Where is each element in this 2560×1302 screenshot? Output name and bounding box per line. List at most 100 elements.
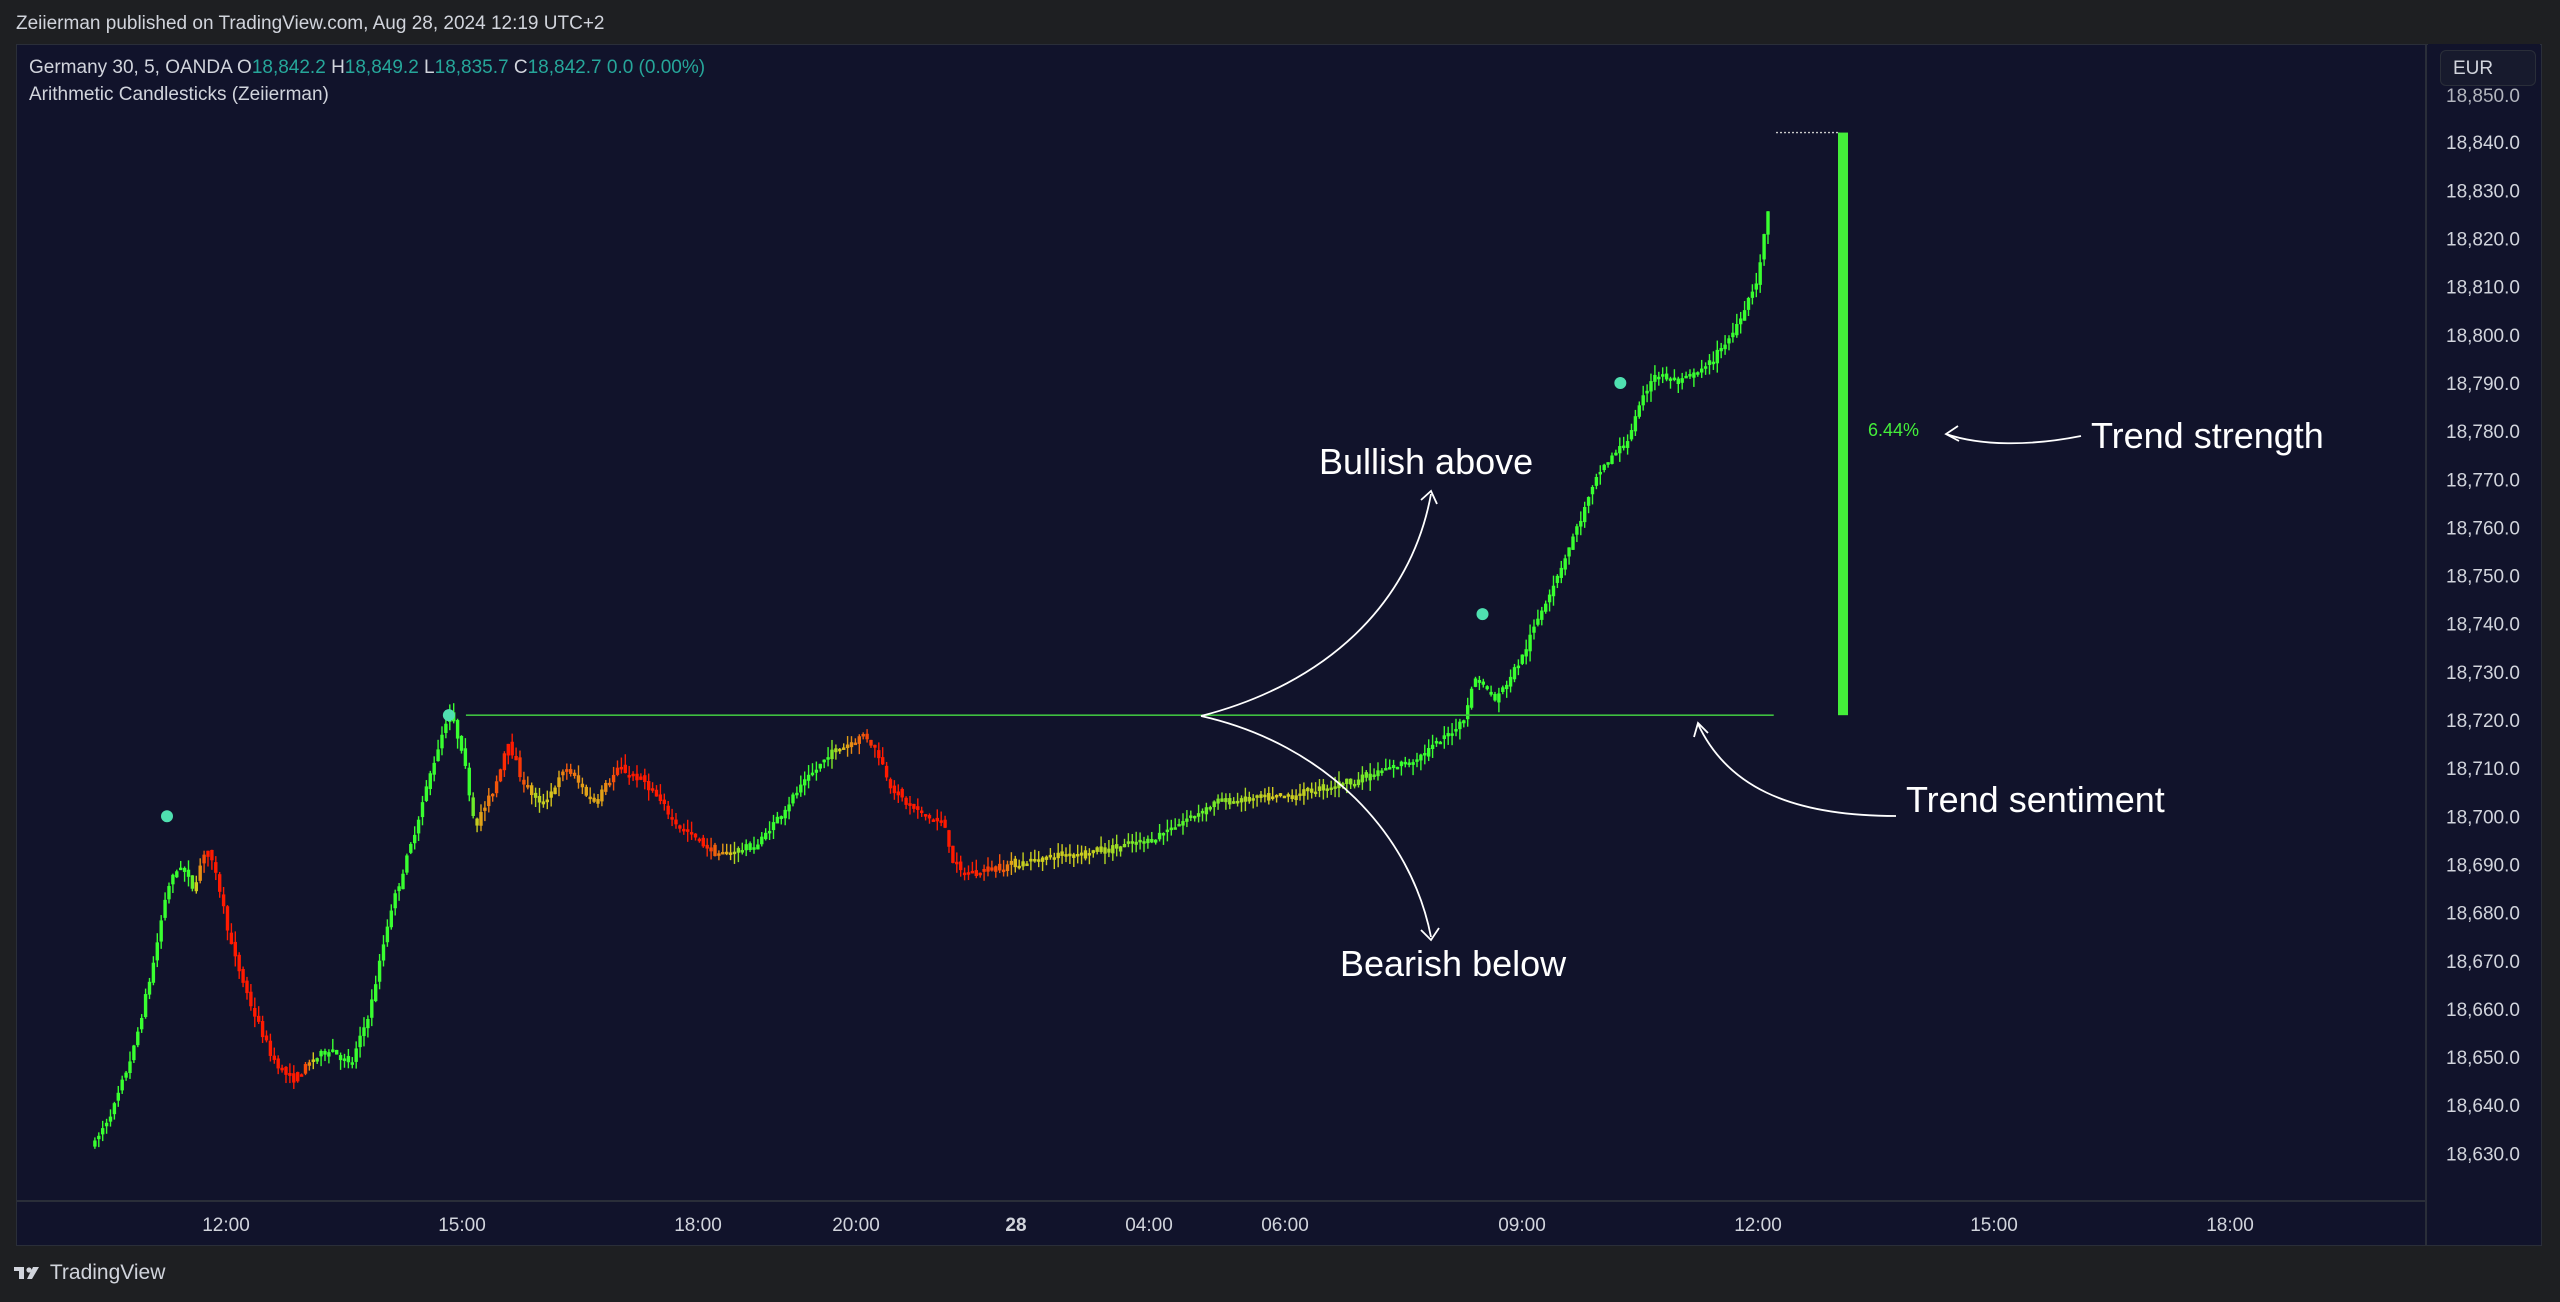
candle-body bbox=[537, 795, 542, 803]
candle-body bbox=[1364, 772, 1368, 778]
candle-body bbox=[549, 791, 553, 798]
candle-body bbox=[728, 852, 733, 855]
candle-body bbox=[1469, 688, 1474, 708]
candle-body bbox=[229, 932, 234, 945]
candle-body bbox=[167, 886, 171, 900]
candle-body bbox=[155, 942, 159, 961]
trend-strength-bar bbox=[1838, 132, 1848, 716]
candle-body bbox=[1107, 848, 1111, 853]
candle-body bbox=[818, 763, 822, 769]
price-tick-label: 18,720.0 bbox=[2446, 711, 2520, 732]
candle-body bbox=[1703, 366, 1708, 369]
candle-body bbox=[323, 1050, 327, 1055]
candle-body bbox=[147, 981, 152, 995]
candle-body bbox=[565, 769, 569, 772]
candle-body bbox=[307, 1062, 312, 1066]
candle-body bbox=[253, 1007, 257, 1017]
candle-body bbox=[1282, 795, 1287, 799]
candle-body bbox=[588, 796, 592, 800]
close-label: C bbox=[513, 57, 528, 78]
candle-body bbox=[674, 819, 678, 825]
candle-body bbox=[1567, 547, 1571, 557]
candle-body bbox=[1099, 846, 1103, 853]
candle-body bbox=[724, 851, 729, 855]
candle-body bbox=[1380, 770, 1384, 774]
candle-body bbox=[1298, 793, 1302, 797]
price-tick-label: 18,840.0 bbox=[2446, 133, 2520, 154]
footer bbox=[0, 1246, 2560, 1302]
candle-body bbox=[970, 870, 975, 874]
candle-body bbox=[100, 1128, 105, 1135]
candle-body bbox=[1192, 815, 1197, 819]
candle-body bbox=[1079, 852, 1084, 856]
candle-body bbox=[1185, 818, 1189, 822]
candle-body bbox=[1680, 378, 1684, 383]
candle-body bbox=[405, 855, 409, 873]
candle-body bbox=[1348, 778, 1353, 785]
candle-body bbox=[592, 797, 596, 802]
candle-body bbox=[1688, 374, 1692, 377]
candle-body bbox=[163, 899, 167, 918]
currency-button[interactable]: EUR bbox=[2440, 50, 2536, 86]
candle-body bbox=[853, 742, 858, 746]
candle-body bbox=[1395, 766, 1400, 770]
candle-body bbox=[685, 829, 690, 832]
candle-body bbox=[1173, 827, 1177, 830]
candle-body bbox=[459, 735, 464, 751]
candle-body bbox=[498, 769, 503, 782]
candle-body bbox=[1044, 856, 1049, 860]
candle-body bbox=[159, 920, 163, 942]
candle-body bbox=[128, 1061, 132, 1074]
indicator-legend[interactable]: Arithmetic Candlesticks (Zeiierman) bbox=[29, 84, 329, 105]
candle-body bbox=[420, 802, 425, 818]
annotations-layer: Bullish above Bearish below Trend strength… bbox=[1200, 415, 2324, 984]
candle-body bbox=[802, 779, 807, 786]
candle-body bbox=[373, 984, 378, 1002]
candle-body bbox=[713, 844, 717, 857]
candle-body bbox=[857, 736, 861, 744]
candle-body bbox=[182, 867, 187, 872]
candle-body bbox=[951, 845, 955, 863]
candle-body bbox=[1473, 678, 1478, 687]
candle-body bbox=[1075, 853, 1080, 857]
candle-body bbox=[1512, 667, 1517, 680]
candle-body bbox=[1621, 445, 1626, 449]
candle-body bbox=[927, 815, 932, 819]
price-tick-label: 18,790.0 bbox=[2446, 374, 2520, 395]
candle-body bbox=[748, 843, 752, 851]
candle-body bbox=[1150, 839, 1154, 843]
candle-body bbox=[1153, 839, 1158, 843]
candle-body bbox=[752, 847, 756, 850]
candle-body bbox=[1547, 594, 1552, 603]
candle-body bbox=[1091, 850, 1095, 854]
candle-body bbox=[1501, 687, 1505, 692]
tradingview-brand[interactable]: TradingView bbox=[14, 1261, 165, 1285]
symbol-name[interactable]: Germany 30, 5, OANDA bbox=[29, 57, 232, 78]
candle-body bbox=[97, 1135, 101, 1140]
candle-body bbox=[1563, 558, 1567, 570]
candle-body bbox=[1434, 741, 1439, 744]
candle-body bbox=[1598, 471, 1602, 475]
candle-body bbox=[428, 773, 432, 790]
price-tick-label: 18,630.0 bbox=[2446, 1144, 2520, 1165]
candles-layer bbox=[93, 211, 1770, 1149]
candle-body bbox=[783, 809, 787, 819]
candle-body bbox=[639, 776, 643, 780]
candle-body bbox=[342, 1058, 347, 1061]
price-tick-label: 18,730.0 bbox=[2446, 663, 2520, 684]
candle-body bbox=[1033, 859, 1037, 862]
price-tick-label: 18,740.0 bbox=[2446, 615, 2520, 636]
time-axis: 12:00 15:00 18:00 20:00 28 04:00 06:00 09:00 12:… bbox=[202, 1215, 2254, 1236]
price-chart[interactable]: 6.44% Bullish above Bearish below Trend st… bbox=[16, 44, 2542, 1246]
candle-body bbox=[1430, 744, 1435, 750]
publish-line: Zeiierman published on TradingView.com, … bbox=[16, 13, 605, 34]
high-label: H bbox=[331, 57, 345, 78]
candle-body bbox=[475, 818, 479, 826]
candle-body bbox=[1641, 395, 1645, 406]
candle-body bbox=[568, 769, 573, 774]
candle-body bbox=[346, 1056, 351, 1063]
candle-body bbox=[206, 850, 210, 857]
candle-body bbox=[1263, 794, 1267, 798]
candle-body bbox=[479, 812, 483, 826]
candle-body bbox=[1017, 865, 1021, 869]
